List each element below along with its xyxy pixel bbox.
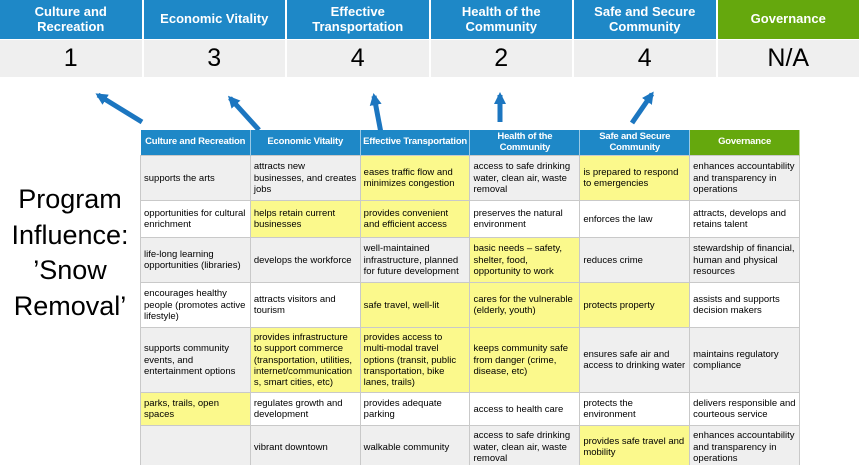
up-arrow-transport: [369, 93, 384, 134]
matrix-cell: ensures safe air and access to drinking …: [579, 327, 691, 394]
matrix-cell-highlighted: provides convenient and efficient access: [359, 200, 471, 239]
matrix-row: supports the arts attracts new businesses…: [140, 155, 800, 202]
matrix-cell: supports the arts: [140, 155, 251, 202]
up-arrow-economic: [227, 95, 261, 132]
matrix-row: opportunities for cultural enrichment hel…: [140, 200, 800, 239]
matrix-cell-highlighted: cares for the vulnerable (elderly, youth…: [469, 282, 581, 329]
matrix-cell: enhances accountability and transparency…: [689, 425, 800, 465]
matrix-cell: access to safe drinking water, clean air…: [469, 425, 581, 465]
matrix-cell-highlighted: basic needs – safety, shelter, food, opp…: [469, 237, 581, 284]
matrix-cell: attracts new businesses, and creates job…: [249, 155, 361, 202]
summary-banner: Culture and Recreation 1 Economic Vitality…: [0, 0, 859, 77]
matrix-column-header: Safe and Secure Community: [579, 130, 691, 156]
matrix-cell-highlighted: keeps community safe from danger (crime,…: [469, 327, 581, 394]
matrix-cell: supports community events, and entertain…: [140, 327, 251, 394]
matrix-cell: enforces the law: [579, 200, 691, 239]
matrix-cell: attracts visitors and tourism: [249, 282, 361, 329]
up-arrow-safe: [629, 91, 655, 125]
matrix-cell: encourages healthy people (promotes acti…: [140, 282, 251, 329]
banner-score: 1: [0, 40, 142, 77]
matrix-cell: well-maintained infrastructure, planned …: [359, 237, 471, 284]
banner-header: Effective Transportation: [287, 0, 429, 39]
matrix-cell: vibrant downtown: [249, 425, 361, 465]
banner-column-6: Governance N/A: [717, 0, 859, 77]
banner-column-4: Health of the Community 2: [430, 0, 572, 77]
matrix-column-header: Governance: [689, 130, 800, 156]
banner-column-3: Effective Transportation 4: [287, 0, 429, 77]
matrix-cell-highlighted: eases traffic flow and minimizes congest…: [359, 155, 471, 202]
matrix-cell: reduces crime: [579, 237, 691, 284]
banner-header: Governance: [717, 0, 859, 39]
matrix-cell: delivers responsible and courteous servi…: [689, 392, 800, 427]
matrix-cell: life-long learning opportunities (librar…: [140, 237, 251, 284]
banner-column-1: Culture and Recreation 1: [0, 0, 142, 77]
matrix-cell: stewardship of financial, human and phys…: [689, 237, 800, 284]
matrix-cell: walkable community: [359, 425, 471, 465]
matrix-column-header: Culture and Recreation: [140, 130, 251, 156]
matrix-cell-highlighted: protects property: [579, 282, 691, 329]
banner-header: Culture and Recreation: [0, 0, 142, 39]
matrix-header-row: Culture and Recreation Economic Vitality E…: [140, 130, 800, 156]
matrix-cell-highlighted: is prepared to respond to emergencies: [579, 155, 691, 202]
matrix-cell: regulates growth and development: [249, 392, 361, 427]
matrix-cell: maintains regulatory compliance: [689, 327, 800, 394]
matrix-cell: opportunities for cultural enrichment: [140, 200, 251, 239]
banner-column-2: Economic Vitality 3: [143, 0, 285, 77]
matrix-column-header: Effective Transportation: [360, 130, 471, 156]
matrix-cell: access to safe drinking water, clean air…: [469, 155, 581, 202]
banner-header: Health of the Community: [430, 0, 572, 39]
influence-matrix: Culture and Recreation Economic Vitality E…: [140, 130, 800, 465]
matrix-cell: access to health care: [469, 392, 581, 427]
matrix-cell: assists and supports decision makers: [689, 282, 800, 329]
banner-score: 4: [287, 40, 429, 77]
matrix-column-header: Economic Vitality: [250, 130, 361, 156]
matrix-row: parks, trails, open spaces regulates grow…: [140, 392, 800, 427]
banner-score: 4: [574, 40, 716, 77]
matrix-cell-highlighted: helps retain current businesses: [249, 200, 361, 239]
matrix-cell-highlighted: safe travel, well-lit: [359, 282, 471, 329]
matrix-cell: develops the workforce: [249, 237, 361, 284]
banner-score: 2: [430, 40, 572, 77]
banner-header: Economic Vitality: [143, 0, 285, 39]
matrix-cell: attracts, develops and retains talent: [689, 200, 800, 239]
banner-score: 3: [143, 40, 285, 77]
matrix-cell: enhances accountability and transparency…: [689, 155, 800, 202]
banner-header: Safe and Secure Community: [574, 0, 716, 39]
matrix-row: life-long learning opportunities (librar…: [140, 237, 800, 284]
banner-column-5: Safe and Secure Community 4: [574, 0, 716, 77]
banner-score: N/A: [717, 40, 859, 77]
matrix-cell: protects the environment: [579, 392, 691, 427]
up-arrow-culture: [95, 92, 144, 125]
matrix-cell: preserves the natural environment: [469, 200, 581, 239]
matrix-cell-highlighted: provides safe travel and mobility: [579, 425, 691, 465]
matrix-cell: [140, 425, 251, 465]
matrix-row: supports community events, and entertain…: [140, 327, 800, 394]
matrix-body: supports the arts attracts new businesses…: [140, 155, 800, 465]
matrix-cell: provides adequate parking: [359, 392, 471, 427]
matrix-cell-highlighted: provides infrastructure to support comme…: [249, 327, 361, 394]
matrix-column-header: Health of the Community: [469, 130, 581, 156]
matrix-cell-highlighted: provides access to multi-modal travel op…: [359, 327, 471, 394]
matrix-row: vibrant downtown walkable community access…: [140, 425, 800, 465]
matrix-row: encourages healthy people (promotes acti…: [140, 282, 800, 329]
matrix-cell-highlighted: parks, trails, open spaces: [140, 392, 251, 427]
program-influence-label: Program Influence: ’Snow Removal’: [11, 184, 129, 321]
